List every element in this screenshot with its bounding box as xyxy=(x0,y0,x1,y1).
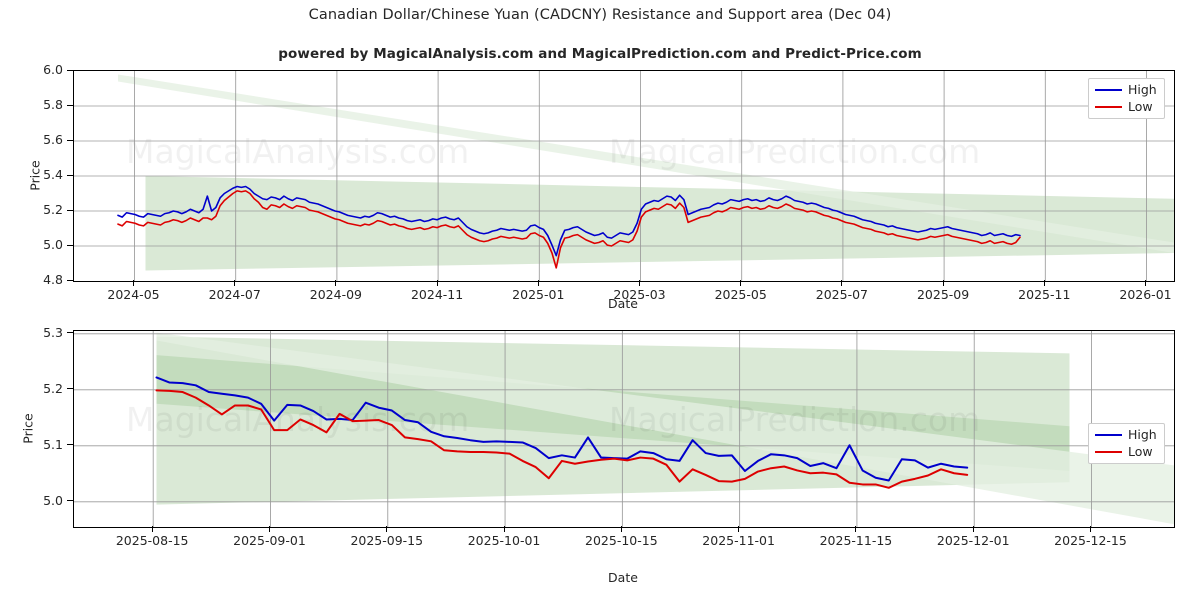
x-tick-mark xyxy=(639,280,640,286)
x-tick-mark xyxy=(1090,526,1091,532)
x-tick-mark xyxy=(1145,280,1146,286)
page-title: Canadian Dollar/Chinese Yuan (CADCNY) Re… xyxy=(308,7,892,23)
y-tick-label: 5.8 xyxy=(43,97,63,112)
x-tick-mark xyxy=(151,526,153,532)
x-tick-mark xyxy=(620,526,622,532)
y-tick-mark xyxy=(67,500,73,502)
y-tick-label: 4.8 xyxy=(43,272,63,287)
y-tick-mark xyxy=(67,279,73,281)
y-tick-label: 5.1 xyxy=(43,436,63,452)
x-tick-mark xyxy=(335,280,337,286)
overview-x-axis-label: Date xyxy=(608,296,638,311)
x-tick-label: 2025-11 xyxy=(1018,287,1071,302)
y-tick-label: 5.6 xyxy=(43,132,63,147)
x-tick-mark xyxy=(133,280,134,286)
series-line-high xyxy=(155,376,969,482)
legend-row-high: High xyxy=(1095,83,1157,97)
x-tick-label: 2025-10-15 xyxy=(585,533,658,548)
x-tick-label: 2025-12-15 xyxy=(1054,533,1127,548)
x-tick-label: 2025-08-15 xyxy=(115,533,189,548)
detail-chart-panel: MagicalAnalysis.com MagicalPrediction.com… xyxy=(73,330,1175,528)
band-trend-wedge xyxy=(156,332,1174,525)
detail-legend[interactable]: High Low xyxy=(1088,423,1165,464)
low-line-swatch-icon xyxy=(1095,106,1122,108)
x-tick-label: 2025-11-01 xyxy=(702,533,775,548)
detail-y-axis-label: Price xyxy=(20,413,36,444)
legend-label-high: High xyxy=(1128,82,1157,97)
x-tick-mark xyxy=(268,526,270,532)
x-tick-label: 2024-05 xyxy=(107,287,160,302)
x-tick-mark xyxy=(738,526,740,532)
legend-label-high: High xyxy=(1128,427,1157,442)
x-tick-label: 2025-11-15 xyxy=(819,533,893,548)
detail-plot-area: MagicalAnalysis.com MagicalPrediction.com xyxy=(73,330,1175,528)
x-tick-mark xyxy=(942,280,944,286)
x-tick-label: 2025-10-01 xyxy=(467,533,541,548)
x-tick-mark xyxy=(234,280,236,286)
y-tick-label: 5.4 xyxy=(43,167,63,182)
x-tick-label: 2025-07 xyxy=(815,287,868,302)
watermark-right: MagicalPrediction.com xyxy=(609,400,980,439)
page-subtitle: powered by MagicalAnalysis.com and Magic… xyxy=(278,46,922,62)
y-tick-mark xyxy=(67,388,73,390)
y-tick-label: 5.2 xyxy=(43,202,63,217)
y-tick-mark xyxy=(67,244,73,246)
series-line-high xyxy=(117,185,1021,257)
y-tick-label: 6.0 xyxy=(43,62,63,77)
x-tick-label: 2025-09-15 xyxy=(350,533,424,548)
x-tick-label: 2025-09 xyxy=(916,287,970,302)
x-tick-mark xyxy=(386,526,388,532)
legend-row-high: High xyxy=(1095,428,1157,442)
high-line-swatch-icon xyxy=(1095,89,1122,91)
high-line-swatch-icon xyxy=(1095,434,1122,436)
x-tick-mark xyxy=(537,280,539,286)
x-tick-label: 2025-03 xyxy=(613,287,666,302)
legend-label-low: Low xyxy=(1128,444,1153,459)
y-tick-mark xyxy=(67,69,73,71)
x-tick-label: 2024-09 xyxy=(309,287,362,302)
series-line-low xyxy=(155,389,969,489)
y-tick-label: 5.0 xyxy=(43,492,63,508)
x-tick-label: 2025-05 xyxy=(714,287,767,302)
series-line-low xyxy=(117,190,1021,269)
x-tick-mark xyxy=(740,280,742,286)
x-tick-mark xyxy=(436,280,438,286)
overview-legend[interactable]: High Low xyxy=(1088,78,1165,119)
y-tick-mark xyxy=(67,444,73,446)
x-tick-mark xyxy=(1043,280,1045,286)
low-line-swatch-icon xyxy=(1095,451,1122,453)
overview-plot-area: MagicalAnalysis.com MagicalPrediction.com xyxy=(73,70,1175,282)
watermark-right: MagicalPrediction.com xyxy=(609,132,980,171)
detail-x-axis-label: Date xyxy=(608,570,638,585)
y-tick-mark xyxy=(67,209,73,211)
x-tick-label: 2025-09-01 xyxy=(233,533,306,548)
x-tick-mark xyxy=(503,526,505,532)
legend-row-low: Low xyxy=(1095,100,1157,114)
y-tick-mark xyxy=(67,332,73,334)
y-tick-label: 5.2 xyxy=(43,380,63,396)
y-tick-mark xyxy=(67,174,73,176)
y-tick-mark xyxy=(67,139,73,141)
x-tick-label: 2024-11 xyxy=(410,287,464,302)
y-tick-label: 5.3 xyxy=(43,324,63,340)
overview-chart-panel: MagicalAnalysis.com MagicalPrediction.com… xyxy=(73,70,1175,282)
watermark-left: MagicalAnalysis.com xyxy=(126,132,469,171)
x-tick-label: 2026-01 xyxy=(1119,287,1172,302)
x-tick-mark xyxy=(841,280,843,286)
y-tick-mark xyxy=(67,104,73,106)
x-tick-label: 2025-01 xyxy=(512,287,565,302)
x-tick-label: 2025-12-01 xyxy=(936,533,1010,548)
y-tick-label: 5.0 xyxy=(43,237,63,252)
x-tick-mark xyxy=(855,526,857,532)
legend-row-low: Low xyxy=(1095,445,1157,459)
legend-label-low: Low xyxy=(1128,99,1153,114)
band-trend-wedge xyxy=(118,74,1174,253)
x-tick-label: 2024-07 xyxy=(208,287,261,302)
x-tick-mark xyxy=(972,526,974,532)
band-resistance-support-wide xyxy=(145,176,1174,271)
watermark-left: MagicalAnalysis.com xyxy=(126,400,469,439)
